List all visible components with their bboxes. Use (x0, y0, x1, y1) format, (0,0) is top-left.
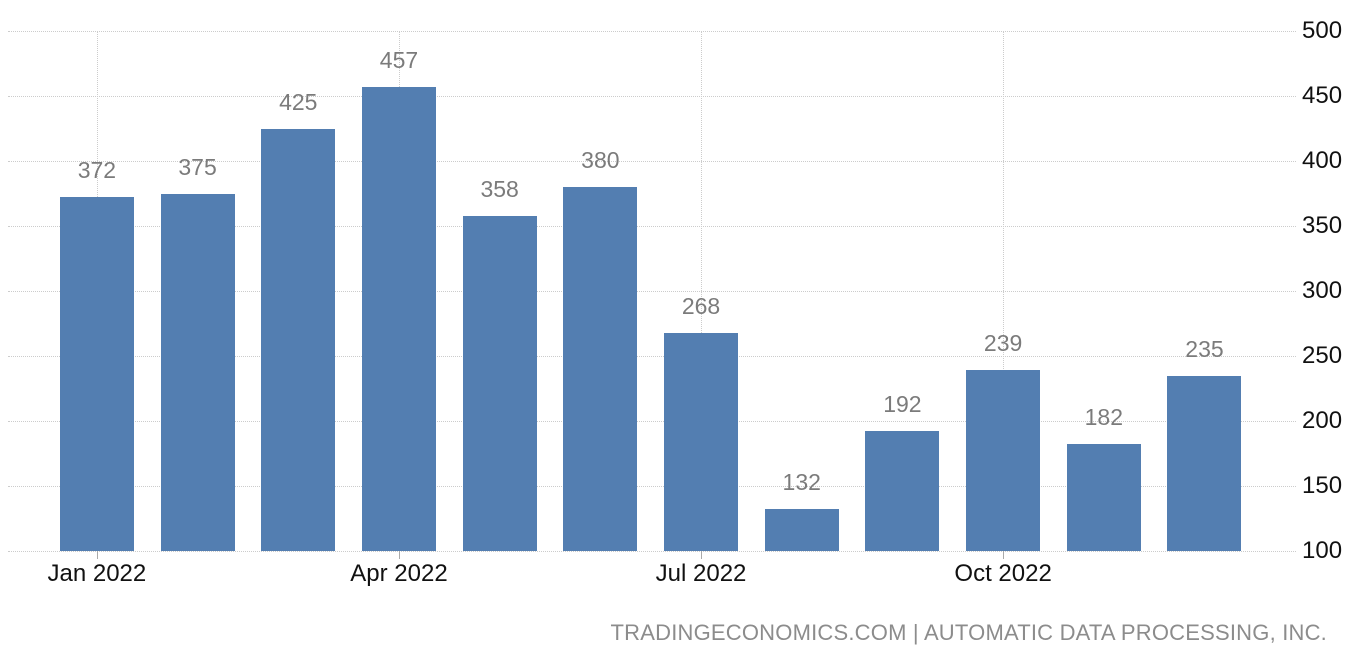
value-label-may-2022: 358 (480, 175, 519, 202)
attribution-text: TRADINGECONOMICS.COM | AUTOMATIC DATA PR… (610, 620, 1327, 645)
y-axis-label-150: 150 (1302, 472, 1343, 499)
value-label-feb-2022: 375 (178, 153, 217, 180)
y-gridline-500 (8, 31, 1296, 32)
value-label-sep-2022: 192 (883, 391, 922, 418)
x-axis-tick-oct-2022 (1003, 551, 1005, 559)
x-axis-label-jul-2022: Jul 2022 (655, 560, 747, 587)
y-gridline-300 (8, 291, 1296, 292)
x-gridline-oct-2022 (1003, 31, 1005, 551)
bar-jun-2022[interactable] (563, 187, 638, 551)
bar-jul-2022[interactable] (664, 332, 739, 551)
value-label-oct-2022: 239 (983, 330, 1023, 357)
x-gridline-jul-2022 (701, 31, 703, 551)
y-axis-label-200: 200 (1302, 407, 1343, 434)
x-axis-tick-jan-2022 (96, 551, 98, 559)
y-axis-label-300: 300 (1302, 277, 1343, 304)
bar-mar-2022[interactable] (261, 128, 336, 551)
value-label-dec-2022: 235 (1185, 335, 1224, 362)
y-gridline-100 (8, 551, 1296, 552)
value-label-apr-2022: 457 (379, 46, 419, 73)
y-gridline-400 (8, 161, 1296, 162)
x-axis-label-jan-2022: Jan 2022 (47, 560, 147, 587)
y-axis-label-500: 500 (1302, 17, 1343, 44)
y-gridline-350 (8, 226, 1296, 227)
y-gridline-150 (8, 486, 1296, 487)
y-axis-label-400: 400 (1302, 147, 1343, 174)
value-label-jun-2022: 380 (581, 147, 620, 173)
y-gridline-450 (8, 96, 1296, 97)
bar-may-2022[interactable] (462, 215, 537, 551)
y-axis-label-350: 350 (1302, 212, 1343, 239)
y-axis-label-450: 450 (1302, 82, 1343, 109)
bar-dec-2022[interactable] (1167, 375, 1242, 551)
bar-apr-2022[interactable] (361, 86, 436, 551)
y-axis-label-250: 250 (1302, 342, 1343, 369)
x-axis-label-apr-2022: Apr 2022 (350, 560, 448, 587)
value-label-aug-2022: 132 (782, 469, 821, 496)
bar-aug-2022[interactable] (764, 509, 839, 551)
y-axis-label-100: 100 (1302, 537, 1343, 564)
bar-sep-2022[interactable] (865, 431, 940, 551)
bar-jan-2022[interactable] (59, 197, 134, 551)
x-axis-label-oct-2022: Oct 2022 (954, 560, 1052, 587)
y-gridline-200 (8, 421, 1296, 422)
x-axis-tick-apr-2022 (398, 551, 400, 559)
y-gridline-250 (8, 356, 1296, 357)
value-label-mar-2022: 425 (279, 88, 318, 115)
bar-feb-2022[interactable] (160, 193, 235, 551)
value-label-jul-2022: 268 (681, 292, 721, 319)
bar-nov-2022[interactable] (1066, 444, 1141, 551)
bar-oct-2022[interactable] (966, 370, 1041, 551)
value-label-jan-2022: 372 (77, 157, 117, 184)
value-label-nov-2022: 182 (1084, 404, 1123, 431)
x-axis-tick-jul-2022 (701, 551, 703, 559)
